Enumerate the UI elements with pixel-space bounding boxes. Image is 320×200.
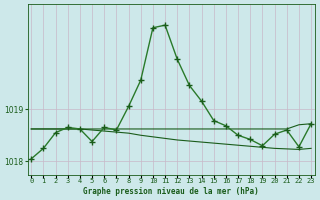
X-axis label: Graphe pression niveau de la mer (hPa): Graphe pression niveau de la mer (hPa) (83, 187, 259, 196)
